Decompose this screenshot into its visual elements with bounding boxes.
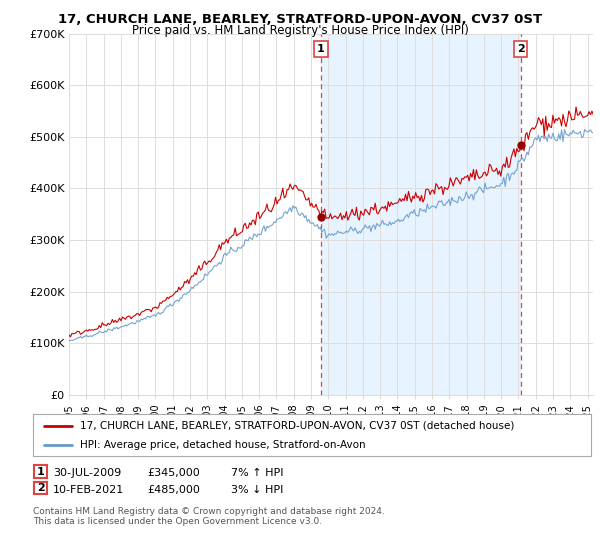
Bar [321, 34, 521, 395]
Text: 10-FEB-2021: 10-FEB-2021 [53, 485, 124, 495]
Text: 1: 1 [317, 44, 325, 54]
Text: 2: 2 [37, 483, 44, 493]
Text: £345,000: £345,000 [147, 468, 200, 478]
Text: 7% ↑ HPI: 7% ↑ HPI [231, 468, 284, 478]
Text: Contains HM Land Registry data © Crown copyright and database right 2024.
This d: Contains HM Land Registry data © Crown c… [33, 507, 385, 526]
Text: £485,000: £485,000 [147, 485, 200, 495]
Text: 3% ↓ HPI: 3% ↓ HPI [231, 485, 283, 495]
Text: 2: 2 [517, 44, 524, 54]
Text: Price paid vs. HM Land Registry's House Price Index (HPI): Price paid vs. HM Land Registry's House … [131, 24, 469, 37]
Text: 30-JUL-2009: 30-JUL-2009 [53, 468, 121, 478]
Text: 17, CHURCH LANE, BEARLEY, STRATFORD-UPON-AVON, CV37 0ST (detached house): 17, CHURCH LANE, BEARLEY, STRATFORD-UPON… [80, 421, 515, 431]
Text: HPI: Average price, detached house, Stratford-on-Avon: HPI: Average price, detached house, Stra… [80, 440, 366, 450]
Text: 17, CHURCH LANE, BEARLEY, STRATFORD-UPON-AVON, CV37 0ST: 17, CHURCH LANE, BEARLEY, STRATFORD-UPON… [58, 13, 542, 26]
Text: 1: 1 [37, 466, 44, 477]
